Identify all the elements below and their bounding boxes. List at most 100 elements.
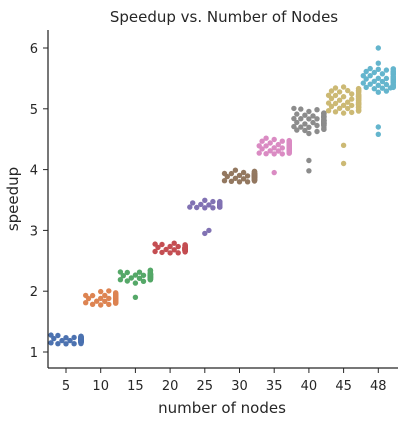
data-point-45 [345,87,351,94]
data-point-35 [267,140,273,146]
data-point-30 [228,170,235,177]
data-point-45 [336,97,343,103]
x-tick-label: 15 [127,379,144,394]
data-point-45 [336,89,343,95]
data-point-40 [306,124,312,130]
data-point-40 [302,127,308,134]
data-point-40 [314,116,320,122]
data-point-5 [48,332,54,338]
data-point-35 [279,138,285,144]
data-point-10 [94,298,100,304]
data-point-48 [375,131,381,137]
data-point-40 [314,122,320,129]
data-point-48 [371,86,377,92]
data-point-30 [244,173,251,179]
chart-title: Speedup vs. Number of Nodes [110,8,338,26]
y-axis-label: speedup [4,167,22,231]
data-point-45 [340,160,347,167]
data-point-30 [251,168,258,174]
data-point-48 [375,45,381,51]
data-point-25 [210,205,216,211]
y-tick-label: 3 [30,224,38,239]
data-point-40 [306,157,312,164]
data-point-20 [163,246,169,253]
data-point-25 [194,204,200,211]
data-point-10 [98,302,104,308]
data-point-40 [291,105,297,112]
data-point-48 [363,68,369,75]
data-point-40 [321,110,327,116]
data-point-15 [132,294,139,300]
data-point-20 [159,249,165,256]
x-axis-label: number of nodes [158,399,286,417]
data-point-35 [267,148,273,154]
data-point-45 [340,110,347,116]
data-point-5 [55,341,61,347]
data-point-40 [306,108,312,115]
data-point-45 [349,109,355,116]
data-point-30 [221,170,228,177]
data-point-25 [202,230,208,237]
data-point-35 [279,145,285,151]
data-point-20 [167,250,173,256]
data-point-25 [206,227,212,234]
data-point-25 [187,204,193,210]
data-point-5 [71,334,77,341]
data-point-45 [332,92,339,99]
y-tick-label: 2 [30,285,38,300]
x-tick-label: 48 [370,379,387,394]
x-tick-label: 10 [92,379,109,394]
data-point-25 [198,201,204,208]
data-point-48 [375,60,381,66]
data-point-48 [371,78,377,85]
y-tick-label: 4 [30,164,38,179]
data-point-5 [78,333,84,339]
data-point-40 [306,130,312,137]
x-tick-label: 35 [266,379,283,394]
data-point-10 [106,288,112,294]
data-point-45 [349,96,355,102]
data-point-5 [63,335,69,341]
data-point-45 [345,105,351,112]
data-point-15 [136,269,143,275]
data-point-45 [349,102,355,109]
data-point-48 [379,85,386,91]
data-point-45 [340,102,347,109]
y-tick-label: 1 [30,346,38,361]
x-tick-label: 40 [301,379,318,394]
data-point-35 [259,138,265,144]
data-point-15 [117,269,124,275]
data-point-48 [360,73,366,79]
data-point-30 [228,178,235,184]
data-point-10 [98,288,104,295]
data-point-48 [367,81,373,87]
data-point-45 [349,91,355,97]
data-point-40 [310,119,316,126]
data-point-40 [298,106,304,112]
data-point-30 [244,179,251,185]
data-point-45 [325,92,332,99]
data-point-10 [83,292,89,299]
data-point-10 [83,300,89,306]
data-point-48 [367,73,373,79]
data-point-15 [140,278,147,284]
data-point-48 [379,78,386,85]
data-point-35 [271,136,277,143]
y-axis-ticks: 1 2 3 4 5 6 [30,42,48,361]
x-tick-label: 45 [335,379,352,394]
data-point-10 [98,295,104,302]
data-point-10 [106,295,112,302]
data-point-40 [294,111,300,117]
data-point-45 [336,105,343,112]
data-point-30 [240,176,247,182]
data-point-40 [294,119,300,126]
data-point-48 [383,67,390,73]
data-point-48 [375,82,381,89]
y-tick-label: 6 [30,42,38,57]
x-axis-ticks: 5 10 15 20 25 30 35 40 45 48 [62,368,387,394]
data-point-30 [236,172,243,179]
data-point-5 [71,341,77,347]
data-point-40 [291,115,297,122]
x-tick-label: 20 [162,379,179,394]
